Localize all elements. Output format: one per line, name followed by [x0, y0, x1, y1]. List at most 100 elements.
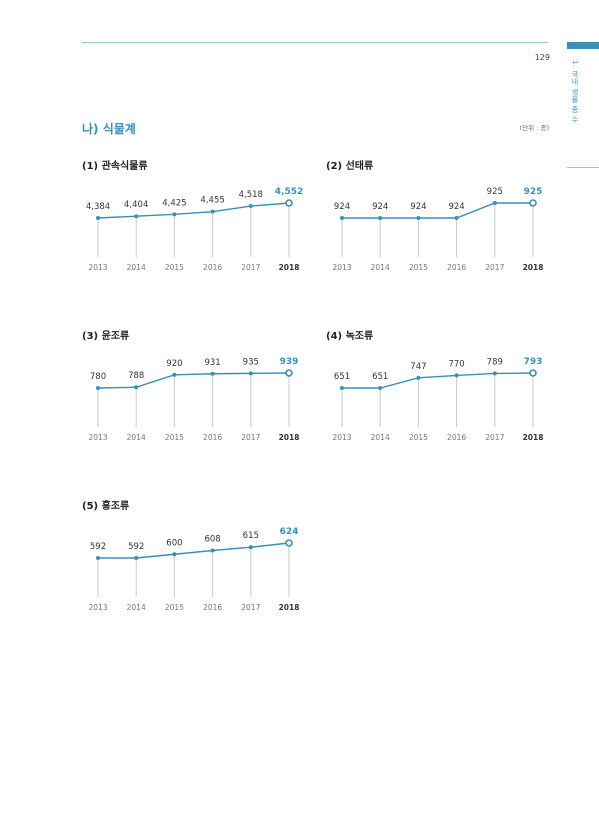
x-tick-label: 2016 — [447, 433, 466, 442]
chart-title: (3) 윤조류 — [82, 331, 130, 342]
series-line — [97, 372, 290, 389]
chart-plot: 592 2013 592 2014 600 2015 608 2016 615 2017 624 20… — [88, 527, 300, 612]
data-point — [248, 204, 253, 209]
top-rule — [82, 42, 548, 43]
x-tick-label: 2018 — [523, 433, 544, 442]
x-tick-label: 2013 — [88, 263, 107, 272]
series-line — [342, 202, 533, 219]
data-point — [416, 216, 421, 220]
x-tick-label: 2014 — [371, 263, 390, 272]
data-label: 747 — [410, 362, 426, 372]
data-point — [340, 216, 344, 220]
chart-charophytes: (3) 윤조류 780 2013 788 2014 920 2015 931 2016 935 2… — [82, 327, 302, 447]
data-label: 931 — [204, 358, 220, 368]
data-label: 592 — [90, 542, 106, 552]
x-tick-label: 2017 — [485, 263, 504, 272]
data-label: 651 — [372, 372, 388, 382]
x-tick-label: 2013 — [88, 603, 107, 612]
data-label: 4,455 — [200, 196, 224, 206]
data-label: 4,404 — [124, 200, 148, 210]
x-tick-label: 2015 — [409, 263, 428, 272]
data-point — [172, 372, 177, 377]
chart-title: (1) 관속식물류 — [82, 161, 148, 172]
data-point-highlight — [529, 369, 537, 377]
x-tick-label: 2015 — [409, 433, 428, 442]
section-title: 나) 식물계 — [82, 122, 136, 136]
data-point — [340, 386, 344, 390]
data-point — [210, 371, 215, 376]
chart-green-algae: (4) 녹조류 651 2013 651 2014 747 2015 770 2016 789 2… — [326, 327, 546, 447]
data-point-highlight — [285, 199, 293, 207]
data-label: 770 — [448, 359, 464, 369]
x-tick-label: 2018 — [523, 263, 544, 272]
data-label: 924 — [448, 202, 464, 212]
data-label: 592 — [128, 542, 144, 552]
x-tick-label: 2017 — [241, 263, 260, 272]
x-tick-label: 2017 — [241, 433, 260, 442]
data-label: 615 — [243, 531, 259, 541]
series-line — [342, 372, 534, 389]
x-tick-label: 2016 — [203, 433, 222, 442]
data-label: 789 — [487, 357, 503, 367]
data-label: 4,518 — [239, 190, 263, 200]
x-tick-label: 2013 — [332, 263, 351, 272]
x-tick-label: 2014 — [127, 603, 146, 612]
data-label: 924 — [410, 202, 426, 212]
data-point — [210, 209, 215, 214]
data-label: 651 — [334, 372, 350, 382]
x-tick-label: 2016 — [203, 263, 222, 272]
data-label: 624 — [280, 527, 299, 537]
data-label: 780 — [90, 372, 106, 382]
data-label: 920 — [166, 359, 182, 369]
x-tick-label: 2015 — [165, 433, 184, 442]
x-tick-label: 2018 — [279, 603, 300, 612]
data-point — [492, 201, 497, 205]
data-label: 4,384 — [86, 202, 110, 212]
x-tick-label: 2015 — [165, 603, 184, 612]
data-point — [454, 373, 459, 378]
data-point-highlight — [285, 369, 293, 377]
data-point — [134, 385, 139, 390]
series-line — [97, 202, 290, 219]
data-label: 925 — [524, 187, 543, 197]
series-line — [98, 542, 290, 559]
chart-plot: 651 2013 651 2014 747 2015 770 2016 789 2017 793 20… — [332, 357, 544, 442]
side-rule — [567, 167, 599, 168]
chart-title: (5) 홍조류 — [82, 501, 130, 512]
data-point — [210, 548, 215, 553]
x-tick-label: 2018 — [279, 263, 300, 272]
x-tick-label: 2014 — [127, 433, 146, 442]
x-tick-label: 2013 — [332, 433, 351, 442]
x-tick-label: 2016 — [447, 263, 466, 272]
chart-title: (2) 선태류 — [326, 161, 374, 172]
data-point-highlight — [529, 199, 537, 207]
data-label: 793 — [524, 357, 543, 367]
x-tick-label: 2017 — [241, 603, 260, 612]
chart-title: (4) 녹조류 — [326, 331, 374, 342]
data-point — [378, 216, 383, 220]
data-point — [172, 552, 177, 557]
data-point — [492, 371, 497, 376]
data-point — [416, 375, 421, 380]
data-point — [134, 214, 139, 219]
data-point — [96, 216, 100, 220]
chart-plot: 924 2013 924 2014 924 2015 924 2016 925 2017 925 20… — [332, 187, 544, 272]
data-label: 924 — [334, 202, 350, 212]
data-label: 600 — [166, 538, 182, 548]
chart-plot: 780 2013 788 2014 920 2015 931 2016 935 2017 939 20… — [88, 357, 299, 442]
unit-label: (단위 : 종) — [519, 124, 549, 132]
data-point — [172, 212, 177, 217]
x-tick-label: 2013 — [88, 433, 107, 442]
data-point — [134, 556, 139, 560]
data-point-highlight — [285, 539, 293, 547]
side-chapter-label: 1. 국내 생물 종 수 — [571, 60, 579, 124]
data-label: 788 — [128, 371, 144, 381]
page-number: 129 — [534, 53, 550, 62]
data-label: 935 — [243, 357, 259, 367]
data-label: 924 — [372, 202, 388, 212]
data-point — [96, 386, 100, 390]
x-tick-label: 2015 — [165, 263, 184, 272]
x-tick-label: 2016 — [203, 603, 222, 612]
data-point — [378, 386, 383, 390]
data-point — [454, 216, 459, 220]
